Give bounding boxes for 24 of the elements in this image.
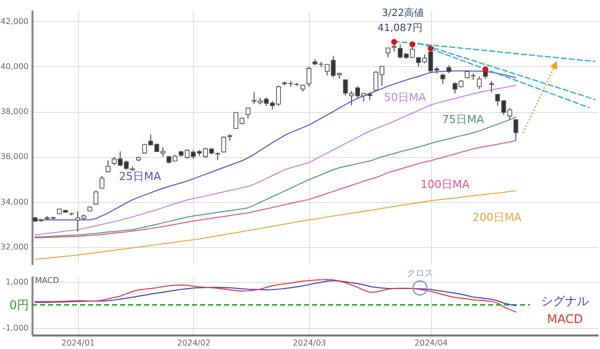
series-label: 100日MA [420, 178, 470, 191]
annotation: 41,087円 [378, 23, 422, 34]
series-label: 25日MA [118, 170, 162, 183]
ref-line-label: 0円 [9, 298, 29, 312]
x-tick-label: 2024/04 [414, 338, 448, 348]
y-tick-label: 1,000 [6, 277, 28, 286]
y-tick-label: -1,000 [2, 324, 28, 333]
x-tick-label: 2024/01 [62, 338, 95, 348]
series-label: 75日MA [442, 113, 484, 126]
x-tick-label: 2024/03 [292, 338, 326, 348]
text: シグナル [541, 294, 589, 308]
y-tick-label: 38,000 [0, 107, 28, 116]
series-label: 200日MA [472, 211, 522, 224]
y-tick-label: 40,000 [0, 62, 28, 71]
chart-title: MACD [35, 276, 59, 285]
annotation: 3/22高値 [382, 7, 424, 19]
text: MACD [547, 312, 583, 326]
y-tick-label: 32,000 [0, 242, 28, 252]
y-tick-label: 34,000 [0, 197, 28, 206]
y-tick-label: 42,000 [0, 16, 28, 26]
x-tick-label: 2024/02 [177, 338, 210, 348]
annotation: クロス [406, 269, 434, 279]
y-tick-label: 36,000 [0, 152, 28, 162]
series-label: 50日MA [384, 91, 426, 104]
